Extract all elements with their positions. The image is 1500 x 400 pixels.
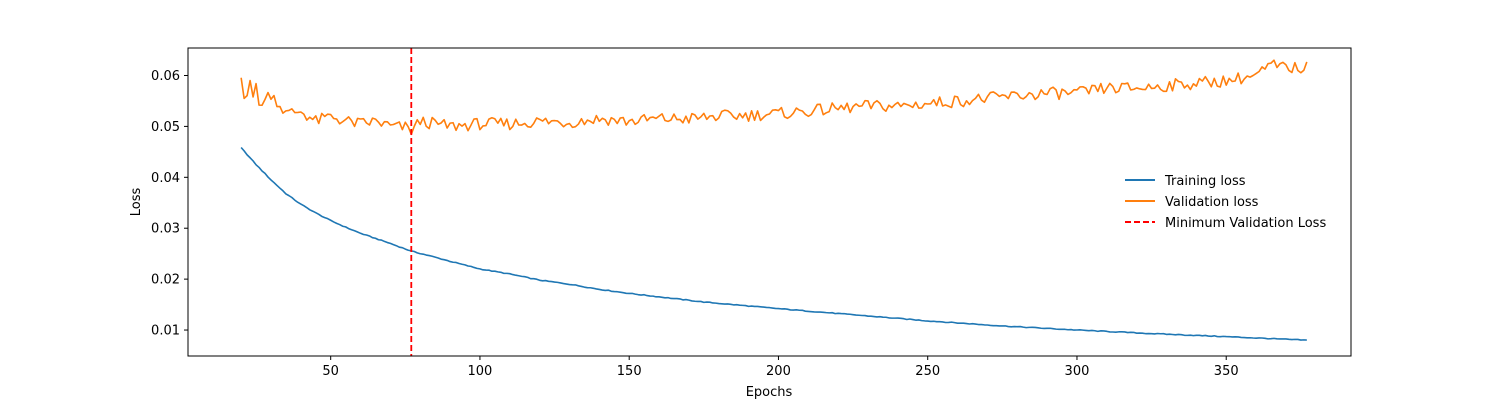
series-line-training-loss — [240, 146, 1307, 341]
series-line-validation-loss — [240, 59, 1308, 136]
x-tick-label: 150 — [617, 364, 642, 379]
plot-area — [240, 48, 1308, 356]
x-axis-ticks: 50 100 150 200 250 300 350 — [322, 356, 1239, 379]
y-tick-label: 0.01 — [151, 324, 180, 339]
y-tick-label: 0.02 — [151, 273, 180, 288]
x-tick-label: 300 — [1065, 364, 1090, 379]
y-axis-label: Loss — [129, 188, 144, 217]
legend-label-minimum-validation-loss: Minimum Validation Loss — [1165, 216, 1326, 231]
y-axis-ticks: 0.01 0.02 0.03 0.04 0.05 0.06 — [151, 69, 188, 339]
legend-label-training-loss: Training loss — [1164, 174, 1246, 189]
legend: Training loss Validation loss Minimum Va… — [1125, 174, 1326, 231]
lines-layer — [240, 48, 1308, 356]
x-tick-label: 50 — [322, 364, 339, 379]
y-tick-label: 0.06 — [151, 69, 180, 84]
x-axis-label: Epochs — [746, 385, 793, 400]
x-tick-label: 250 — [915, 364, 940, 379]
x-tick-label: 350 — [1214, 364, 1239, 379]
y-tick-label: 0.03 — [151, 222, 180, 237]
x-tick-label: 200 — [766, 364, 791, 379]
y-tick-label: 0.05 — [151, 120, 180, 135]
x-tick-label: 100 — [468, 364, 493, 379]
axes-frame — [187, 47, 1352, 357]
y-tick-label: 0.04 — [151, 171, 180, 186]
legend-label-validation-loss: Validation loss — [1165, 195, 1259, 210]
